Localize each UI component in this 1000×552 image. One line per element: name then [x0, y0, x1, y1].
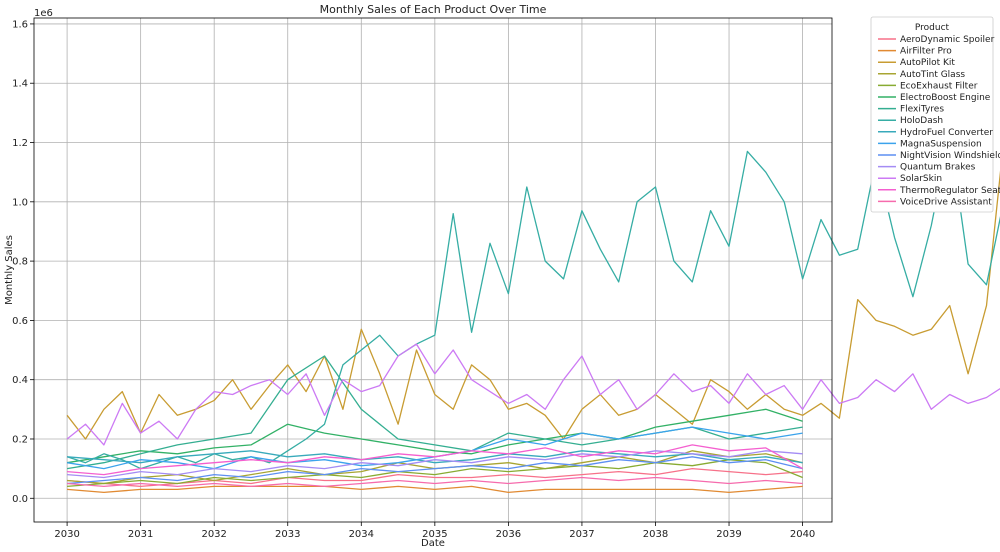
- x-tick-label: 2030: [54, 529, 79, 540]
- y-tick-label: 0.2: [12, 434, 28, 445]
- x-axis: 2030 2031 2032 2033 2034 2035 2036 2037 2038 2039…: [54, 522, 815, 540]
- x-tick-label: 2033: [275, 529, 300, 540]
- legend-label-airfilter-pro: AirFilter Pro: [900, 47, 952, 57]
- legend-label-holodash: HoloDash: [900, 116, 943, 126]
- legend-label-autotint-glass: AutoTint Glass: [900, 70, 965, 80]
- legend-label-hydrofuel-converter: HydroFuel Converter: [900, 128, 993, 138]
- x-axis-title: Date: [421, 538, 445, 549]
- y-tick-label: 1.2: [12, 138, 28, 149]
- legend-label-voicedrive-assistant: VoiceDrive Assistant: [900, 197, 992, 207]
- legend: Product AeroDynamic Spoiler AirFilter Pro…: [870, 16, 1000, 213]
- series-line-voicedrive-assistant: [67, 476, 803, 488]
- y-axis: 0.0 0.2 0.4 0.6 0.8 1.0 1.2 1.4 1.6: [12, 19, 34, 505]
- y-axis-title: Monthly Sales: [4, 235, 15, 305]
- legend-title: Product: [915, 23, 950, 33]
- y-tick-label: 0.4: [12, 375, 28, 386]
- y-scale-label: 1e6: [34, 8, 53, 19]
- series-line-hydrofuel-converter: [67, 450, 803, 464]
- x-tick-label: 2034: [349, 529, 374, 540]
- x-tick-label: 2036: [496, 529, 521, 540]
- x-tick-label: 2032: [201, 529, 226, 540]
- x-tick-label: 2037: [569, 529, 594, 540]
- legend-label-magnasuspension: MagnaSuspension: [900, 139, 982, 149]
- series-line-ecoexhaust-filter: [67, 459, 803, 488]
- legend-label-aerodynamic-spoiler: AeroDynamic Spoiler: [900, 35, 995, 45]
- gridlines: [34, 18, 832, 522]
- series-line-solarskin: [66, 343, 1000, 446]
- series-line-airfilter-pro: [67, 485, 803, 494]
- y-tick-label: 1.4: [12, 79, 28, 90]
- chart-title: Monthly Sales of Each Product Over Time: [320, 3, 547, 16]
- series-line-autopilot-kit: [66, 170, 1000, 440]
- y-tick-label: 1.0: [12, 197, 28, 208]
- x-tick-label: 2040: [790, 529, 815, 540]
- series-line-holodash: [66, 132, 1000, 470]
- series-line-quantum-brakes: [67, 450, 803, 479]
- x-tick-label: 2038: [643, 529, 668, 540]
- x-tick-label: 2039: [716, 529, 741, 540]
- x-tick-label: 2031: [128, 529, 153, 540]
- series-line-electroboost-engine: [66, 408, 803, 464]
- legend-items: AeroDynamic Spoiler AirFilter ProAutoPilo…: [878, 35, 1000, 207]
- legend-label-ecoexhaust-filter: EcoExhaust Filter: [900, 81, 978, 91]
- legend-label-thermoregulator-seats: ThermoRegulator Seats: [899, 186, 1000, 196]
- x-tick-label: 2035: [422, 529, 447, 540]
- legend-label-electroboost-engine: ElectroBoost Engine: [900, 93, 991, 103]
- plot-area: [33, 17, 833, 523]
- y-tick-label: 1.6: [12, 19, 28, 30]
- y-tick-label: 0.0: [12, 494, 28, 505]
- legend-label-solarskin: SolarSkin: [900, 174, 942, 184]
- legend-label-quantum-brakes: Quantum Brakes: [900, 163, 976, 173]
- y-tick-label: 0.8: [12, 257, 28, 268]
- legend-label-autopilot-kit: AutoPilot Kit: [900, 58, 955, 68]
- series-line-aerodynamic-spoiler: [67, 467, 803, 488]
- y-tick-label: 0.6: [12, 316, 28, 327]
- series-line-nightvision-windshield: [67, 456, 803, 485]
- legend-box: [870, 16, 994, 213]
- legend-label-nightvision-windshield: NightVision Windshield: [900, 151, 1000, 161]
- series-line-thermoregulator-seats: [67, 444, 803, 476]
- legend-label-flexityres: FlexiTyres: [900, 105, 944, 115]
- series-lines: [66, 132, 1000, 494]
